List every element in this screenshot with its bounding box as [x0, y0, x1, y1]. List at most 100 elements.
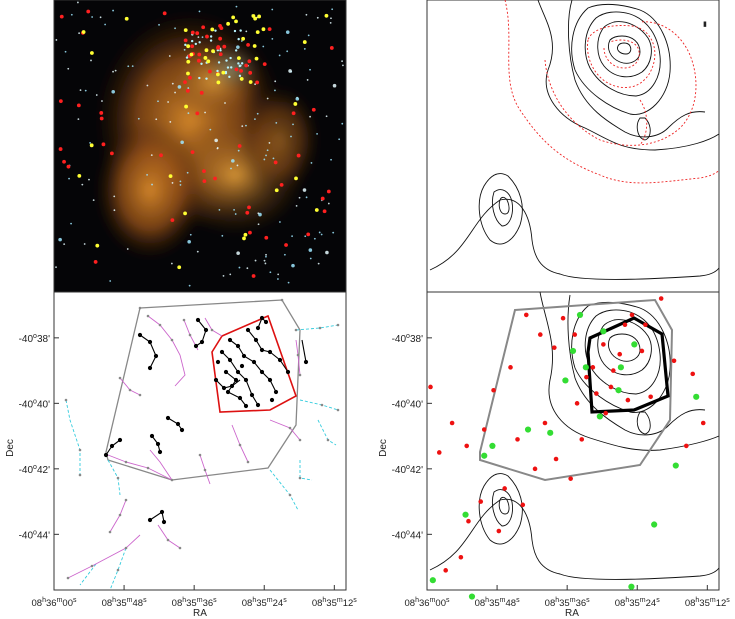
field-star — [313, 237, 316, 240]
overlay-core-hull — [586, 316, 670, 414]
field-star — [240, 40, 243, 42]
mst-core-node — [165, 415, 171, 421]
green-yso-point — [489, 442, 496, 450]
green-yso-point — [693, 393, 700, 400]
red-yso-point — [508, 365, 513, 370]
green-yso-point — [429, 577, 436, 584]
field-star — [277, 278, 279, 280]
class-ii-yso-marker — [188, 75, 192, 80]
class-ii-yso-marker — [311, 107, 316, 112]
field-star — [245, 30, 248, 33]
green-yso-point — [524, 426, 532, 433]
field-star — [224, 102, 226, 104]
class-ii-yso-marker — [248, 70, 253, 75]
class-i-yso-marker — [236, 56, 241, 61]
class-ii-yso-marker — [59, 14, 64, 19]
field-star — [341, 122, 344, 125]
field-star — [257, 223, 260, 226]
class-ii-yso-marker — [306, 232, 311, 237]
class-ii-yso-marker — [246, 42, 250, 47]
field-star — [70, 222, 72, 225]
field-star — [126, 248, 129, 250]
field-star — [295, 204, 298, 207]
field-star — [274, 80, 277, 83]
red-yso-point — [436, 450, 442, 455]
class-i-yso-marker — [314, 208, 319, 212]
class-ii-yso-marker — [58, 99, 63, 104]
class-ii-yso-marker — [284, 243, 288, 247]
class-i-yso-marker — [210, 27, 215, 32]
mst-minor-node — [336, 323, 340, 327]
field-star — [304, 235, 307, 238]
mst-core-node — [199, 339, 205, 345]
mst-minor-node — [118, 376, 122, 380]
field-star — [186, 171, 189, 174]
class-ii-yso-marker — [66, 164, 71, 169]
mst-minor-node — [296, 353, 300, 357]
class-i-yso-marker — [189, 52, 194, 57]
mst-core-node — [249, 392, 255, 398]
red-yso-point — [449, 420, 455, 426]
mst-core-node — [251, 359, 257, 365]
class-i-yso-marker — [255, 30, 260, 34]
field-star — [265, 253, 267, 256]
class-ii-yso-marker — [86, 9, 91, 14]
mst-minor-node — [288, 493, 292, 497]
field-star — [233, 29, 237, 33]
mst-dec-tick-label: -40o42' — [19, 464, 50, 476]
mst-minor-nodes — [64, 298, 340, 580]
field-star — [298, 196, 301, 199]
class-i-yso-marker — [226, 21, 231, 26]
field-star — [216, 147, 219, 149]
field-star — [63, 243, 66, 246]
class-ii-yso-marker — [101, 142, 106, 147]
class-i-yso-marker — [184, 104, 188, 109]
field-star — [271, 8, 274, 11]
field-star — [179, 184, 182, 186]
field-star — [262, 45, 265, 48]
red-yso-point — [584, 374, 589, 380]
field-star — [241, 125, 244, 128]
red-yso-point — [553, 456, 559, 462]
field-star — [235, 5, 238, 8]
field-star — [197, 36, 200, 39]
class-ii-yso-marker — [320, 196, 325, 201]
green-yso-point — [672, 462, 679, 469]
mst-core-node — [219, 349, 225, 355]
field-star — [104, 23, 107, 26]
red-yso-point — [481, 427, 487, 432]
class-ii-yso-marker — [190, 150, 195, 155]
field-star — [216, 69, 219, 73]
mst-minor-node — [78, 473, 82, 477]
field-star — [187, 87, 190, 89]
red-yso-point — [523, 312, 529, 318]
field-star — [157, 100, 159, 103]
field-star — [310, 162, 313, 164]
red-yso-point — [491, 387, 496, 393]
mst-minor-node — [64, 398, 68, 402]
field-star — [77, 118, 80, 121]
field-star — [234, 213, 237, 215]
class-ii-yso-marker — [251, 274, 256, 278]
field-star — [230, 167, 232, 170]
mst-core-node — [225, 389, 231, 395]
field-star — [89, 142, 91, 144]
green-yso-point — [569, 347, 577, 355]
mst-core-node — [239, 363, 245, 369]
class-ii-yso-marker — [76, 103, 81, 108]
field-star — [204, 111, 206, 114]
class-ii-yso-marker — [58, 147, 63, 151]
mst-core-node — [233, 377, 239, 383]
field-star — [332, 231, 335, 234]
mst-minor-node — [118, 513, 122, 517]
field-star — [330, 158, 332, 161]
green-yso-point — [462, 511, 469, 518]
mst-minor-node — [116, 476, 120, 480]
mst-core-node — [149, 433, 155, 439]
red-yso-point — [603, 410, 609, 416]
infrared-image-panel — [54, 0, 346, 292]
class-i-yso-marker — [186, 44, 191, 49]
mst-core-node — [241, 353, 247, 359]
mst-minor-node — [146, 314, 150, 318]
green-yso-point — [562, 377, 569, 384]
